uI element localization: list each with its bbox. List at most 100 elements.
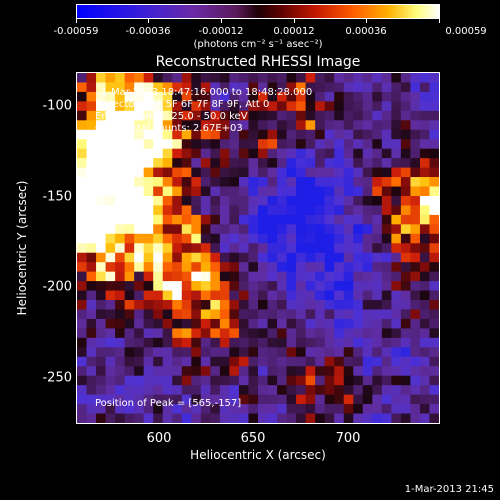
heatmap-cell <box>343 413 354 423</box>
heatmap-cell <box>238 347 250 358</box>
heatmap-cell <box>238 167 250 178</box>
heatmap-cell <box>258 394 269 405</box>
heatmap-cell <box>210 318 221 330</box>
heatmap-cell <box>400 101 412 112</box>
heatmap-cell <box>210 347 221 358</box>
heatmap-cell <box>143 148 154 159</box>
heatmap-cell <box>191 129 202 140</box>
heatmap-cell <box>77 110 88 121</box>
heatmap-cell <box>200 186 211 197</box>
heatmap-cell <box>219 413 231 423</box>
heatmap-cell <box>353 328 364 339</box>
heatmap-cell <box>77 233 88 244</box>
heatmap-cell <box>162 375 173 386</box>
heatmap-cell <box>181 214 192 225</box>
heatmap-cell <box>324 337 335 348</box>
heatmap-cell <box>200 243 211 254</box>
heatmap-cell <box>419 167 431 178</box>
heatmap-cell <box>238 205 250 216</box>
heatmap-cell <box>86 101 97 112</box>
heatmap-cell <box>238 300 250 311</box>
heatmap-cell <box>200 214 211 225</box>
heatmap-cell <box>86 129 97 140</box>
heatmap-cell <box>115 347 126 358</box>
heatmap-cell <box>400 300 412 311</box>
heatmap-cell <box>162 110 173 121</box>
heatmap-cell <box>381 413 392 423</box>
heatmap-cell <box>324 214 335 225</box>
heatmap-cell <box>381 158 392 169</box>
heatmap-cell <box>419 73 431 84</box>
heatmap-cell <box>391 243 402 254</box>
heatmap-cell <box>153 214 164 225</box>
heatmap-cell <box>277 404 288 415</box>
heatmap-cell <box>362 224 373 235</box>
heatmap-cell <box>305 318 316 330</box>
heatmap-cell <box>429 101 439 112</box>
heatmap-cell <box>191 375 202 386</box>
heatmap-cell <box>229 195 240 207</box>
heatmap-cell <box>115 413 126 423</box>
heatmap-cell <box>96 328 107 339</box>
heatmap-cell <box>153 195 164 207</box>
heatmap-cell <box>229 101 240 112</box>
heatmap-cell <box>353 243 364 254</box>
heatmap-cell <box>200 158 211 169</box>
heatmap-cell <box>86 328 97 339</box>
heatmap-cell <box>296 110 307 121</box>
heatmap-cell <box>134 148 145 159</box>
heatmap-cell <box>400 375 412 386</box>
heatmap-cell <box>305 243 316 254</box>
heatmap-cell <box>410 262 421 273</box>
heatmap-cell <box>115 82 126 93</box>
heatmap-cell <box>229 224 240 235</box>
heatmap-cell <box>410 385 421 396</box>
heatmap-cell <box>296 290 307 301</box>
heatmap-cell <box>258 224 269 235</box>
heatmap-cell <box>238 158 250 169</box>
heatmap-cell <box>343 186 354 197</box>
heatmap-cell <box>362 309 373 320</box>
heatmap-cell <box>429 214 439 225</box>
heatmap-cell <box>143 139 154 150</box>
heatmap-cell <box>267 243 278 254</box>
heatmap-cell <box>172 91 183 102</box>
heatmap-cell <box>210 224 221 235</box>
heatmap-cell <box>343 224 354 235</box>
heatmap-cell <box>77 375 88 386</box>
heatmap-cell <box>96 129 107 140</box>
heatmap-cell <box>324 82 335 93</box>
heatmap-cell <box>286 375 297 386</box>
heatmap-cell <box>191 158 202 169</box>
heatmap-cell <box>324 271 335 282</box>
heatmap-cell <box>391 300 402 311</box>
heatmap-cell <box>191 347 202 358</box>
heatmap-cell <box>410 413 421 423</box>
heatmap-cell <box>153 139 164 150</box>
heatmap-cell <box>77 101 88 112</box>
heatmap-cell <box>343 148 354 159</box>
heatmap-cell <box>343 271 354 282</box>
heatmap-cell <box>105 148 116 159</box>
heatmap-cell <box>277 385 288 396</box>
heatmap-cell <box>143 243 154 254</box>
heatmap-cell <box>286 167 297 178</box>
heatmap-cell <box>334 129 345 140</box>
heatmap-cell <box>238 139 250 150</box>
heatmap-cell <box>372 110 383 121</box>
heatmap-cell <box>143 186 154 197</box>
heatmap-cell <box>362 139 373 150</box>
heatmap-cell <box>191 394 202 405</box>
heatmap-cell <box>267 300 278 311</box>
heatmap-cell <box>391 366 402 377</box>
heatmap-cell <box>153 243 164 254</box>
heatmap-cell <box>267 233 278 244</box>
heatmap-cell <box>277 309 288 320</box>
heatmap-cell <box>77 243 88 254</box>
heatmap-cell <box>362 252 373 263</box>
heatmap-cell <box>162 243 173 254</box>
heatmap-cell <box>200 290 211 301</box>
heatmap-cell <box>362 120 373 131</box>
heatmap-cell <box>229 186 240 197</box>
heatmap-cell <box>181 110 192 121</box>
